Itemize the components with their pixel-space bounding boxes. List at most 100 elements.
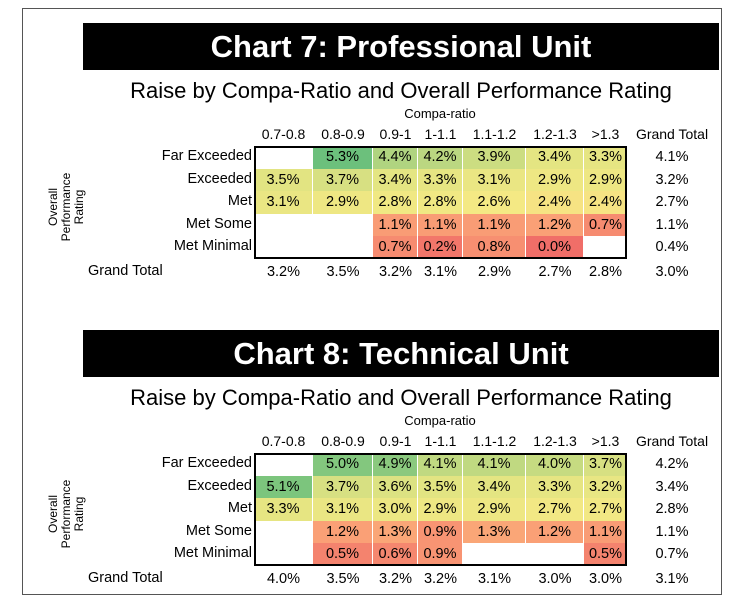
heatmap-cell: 4.4% (373, 146, 418, 169)
heatmap-cell (254, 453, 313, 476)
row-label: Far Exceeded (161, 148, 252, 164)
heatmap-cell: 3.9% (463, 146, 526, 169)
column-header: >1.3 (591, 126, 620, 142)
heatmap-cell: 3.3% (254, 498, 313, 521)
heatmap-cell: 2.9% (313, 191, 373, 214)
heatmap-cell: 3.3% (418, 168, 463, 191)
heatmap-cell (313, 236, 373, 259)
heatmap-cell: 3.2% (584, 475, 627, 498)
heatmap-cell: 1.2% (526, 213, 584, 236)
heatmap-cell: 4.0% (526, 453, 584, 476)
heatmap-cell: 1.1% (584, 520, 627, 543)
figure-frame (22, 8, 722, 595)
heatmap-cell: 1.2% (313, 520, 373, 543)
heatmap-cell: 0.5% (584, 543, 627, 566)
row-label: Met Minimal (173, 238, 252, 254)
row-label: Met (227, 193, 252, 209)
heatmap-cell: 3.5% (254, 168, 313, 191)
heatmap-cell: 5.3% (313, 146, 373, 169)
column-header-grand-total: Grand Total (635, 126, 709, 142)
column-total: 3.2% (266, 263, 301, 280)
grand-total-value: 3.0% (655, 263, 689, 280)
heatmap-cell: 3.4% (463, 475, 526, 498)
heatmap-cell (313, 213, 373, 236)
column-total: 2.7% (538, 263, 572, 280)
heatmap-cell (526, 543, 584, 566)
heatmap-cell: 3.1% (313, 498, 373, 521)
heatmap-cell: 2.7% (526, 498, 584, 521)
heatmap-cell: 1.1% (463, 213, 526, 236)
heatmap-cell: 2.9% (584, 168, 627, 191)
y-axis-label: Overall Performance Rating (46, 479, 86, 549)
row-total: 0.7% (655, 546, 689, 562)
column-header: 1-1.1 (424, 126, 457, 142)
heatmap-cell: 1.3% (463, 520, 526, 543)
heatmap-cell: 3.7% (313, 168, 373, 191)
heatmap-cell: 0.7% (584, 213, 627, 236)
heatmap-cell: 3.3% (584, 146, 627, 169)
heatmap-cell: 4.1% (418, 453, 463, 476)
column-header: 0.8-0.9 (321, 433, 365, 449)
heatmap-cell: 3.7% (313, 475, 373, 498)
row-total: 1.1% (655, 216, 689, 233)
chart-banner-title: Chart 7: Professional Unit (83, 23, 719, 70)
row-label: Exceeded (187, 477, 253, 494)
row-total: 0.4% (655, 239, 689, 255)
column-total: 3.1% (423, 263, 458, 280)
heatmap-cell: 2.4% (584, 191, 627, 214)
column-header: 1.1-1.2 (472, 126, 517, 142)
chart-banner-title: Chart 8: Technical Unit (83, 330, 719, 377)
column-header: 1.1-1.2 (472, 433, 517, 449)
heatmap-cell: 2.9% (526, 168, 584, 191)
row-label: Far Exceeded (161, 455, 252, 471)
heatmap-cell (463, 543, 526, 566)
x-axis-label: Compa-ratio (404, 106, 476, 121)
column-total: 3.0% (538, 570, 572, 587)
row-total: 3.4% (655, 478, 689, 495)
column-header: 0.7-0.8 (261, 433, 306, 449)
column-header: >1.3 (591, 433, 620, 449)
heatmap-cell: 4.2% (418, 146, 463, 169)
heatmap-cell: 3.4% (373, 168, 418, 191)
column-header: 1-1.1 (424, 433, 457, 449)
heatmap-cell (254, 543, 313, 566)
x-axis-label: Compa-ratio (404, 413, 476, 428)
heatmap-cell: 3.3% (526, 475, 584, 498)
column-total: 3.1% (477, 570, 512, 587)
column-header: 1.2-1.3 (533, 126, 577, 142)
column-total: 2.8% (588, 263, 623, 280)
heatmap-cell: 3.1% (254, 191, 313, 214)
heatmap-cell: 4.1% (463, 453, 526, 476)
heatmap-cell: 0.9% (418, 543, 463, 566)
heatmap-cell (584, 236, 627, 259)
heatmap-cell: 1.3% (373, 520, 418, 543)
heatmap-cell: 1.1% (418, 213, 463, 236)
row-total: 2.8% (655, 501, 689, 517)
grand-total-value: 3.1% (655, 570, 689, 587)
heatmap-cell: 2.6% (463, 191, 526, 214)
column-header-grand-total: Grand Total (635, 433, 709, 449)
heatmap-cell: 3.0% (373, 498, 418, 521)
heatmap-cell: 1.2% (526, 520, 584, 543)
column-total: 3.2% (378, 263, 413, 280)
column-total: 3.2% (378, 570, 413, 587)
heatmap-cell: 5.1% (254, 475, 313, 498)
heatmap-cell: 3.6% (373, 475, 418, 498)
heatmap-cell: 2.8% (418, 191, 463, 214)
column-total: 3.5% (326, 263, 360, 280)
heatmap-cell: 0.9% (418, 520, 463, 543)
row-label: Met Minimal (173, 545, 252, 561)
heatmap-cell: 2.9% (463, 498, 526, 521)
row-total: 2.7% (655, 194, 689, 210)
column-total: 2.9% (477, 263, 512, 280)
column-header: 0.8-0.9 (321, 126, 365, 142)
heatmap-cell (254, 213, 313, 236)
heatmap-cell: 2.7% (584, 498, 627, 521)
heatmap-cell: 0.7% (373, 236, 418, 259)
column-header: 0.7-0.8 (261, 126, 306, 142)
heatmap-cell: 2.9% (418, 498, 463, 521)
heatmap-cell: 0.5% (313, 543, 373, 566)
chart-subtitle: Raise by Compa-Ratio and Overall Perform… (130, 385, 672, 410)
